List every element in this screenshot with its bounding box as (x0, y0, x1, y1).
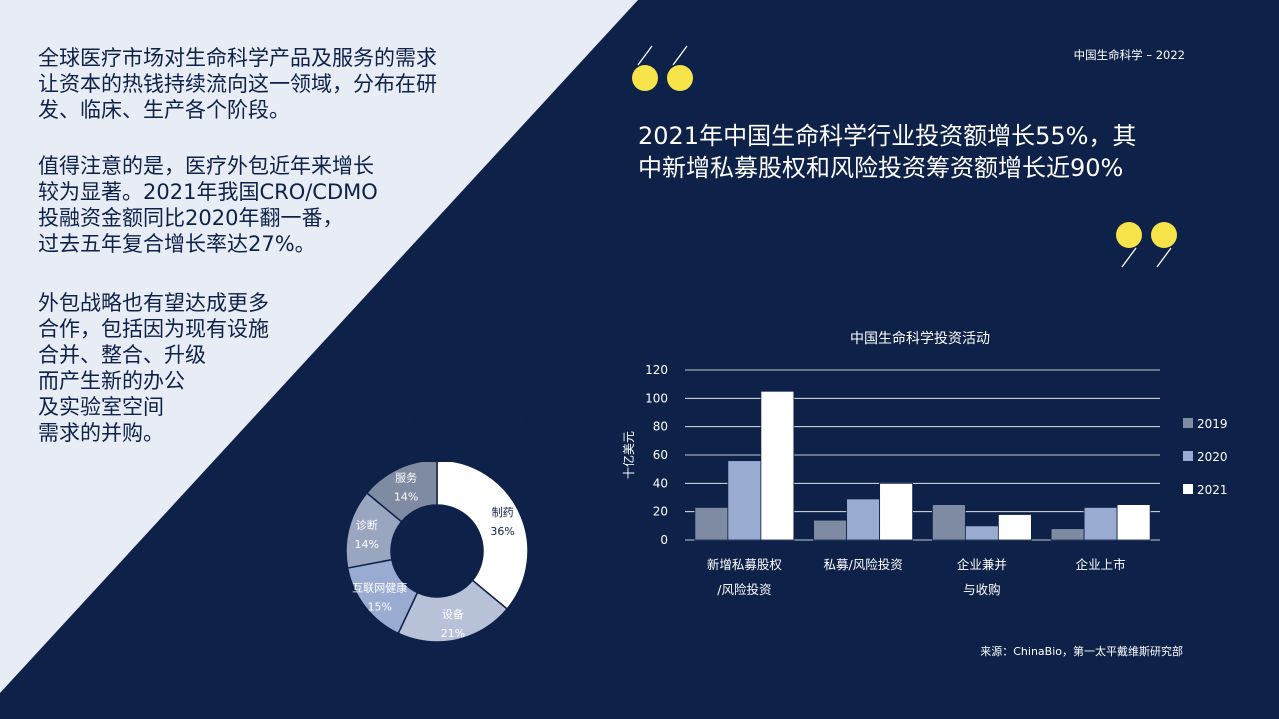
bar-2019-3 (1050, 528, 1085, 541)
paragraph-line: 过去五年复合增长率达27%。 (38, 232, 316, 256)
slice-value: 14% (394, 490, 418, 503)
report-source-tag: 中国生命科学 – 2022 (1073, 48, 1185, 62)
slice-label: 互联网健康 (352, 580, 407, 594)
y-tick-label: 20 (653, 505, 668, 519)
paragraph-line: 让资本的热钱持续流向这一领域，分布在研 (38, 72, 437, 96)
slice-label: 诊断 (356, 518, 378, 532)
bar-2019-0 (694, 507, 729, 541)
quote-line: 中新增私募股权和风险投资筹资额增长近90% (638, 154, 1124, 182)
bar-2019-2 (931, 504, 966, 541)
paragraph-line: 发、临床、生产各个阶段。 (38, 98, 290, 122)
category-label: 与收购 (963, 582, 1001, 597)
category-label: 私募/风险投资 (824, 557, 903, 572)
bar-2021-0 (760, 390, 795, 541)
paragraph-line: 投融资金额同比2020年翻一番， (38, 206, 344, 230)
slice-value: 15% (367, 600, 391, 613)
y-axis-label: 十亿美元 (621, 431, 636, 479)
y-tick-label: 60 (653, 448, 668, 462)
strategy-paragraph: 外包战略也有望达成更多 合作，包括因为现有设施 合并、整合、升级 而产生新的办公 及实验… (38, 290, 269, 446)
sector-donut-chart: 制药 36% 设备 21% 互联网健康 15% 诊断 14% 服务 14% (345, 462, 529, 643)
category-label: 新增私募股权 (707, 557, 783, 572)
paragraph-line: 而产生新的办公 (38, 369, 185, 393)
y-tick-label: 120 (645, 363, 668, 377)
open-quote-icon (632, 45, 693, 91)
slice-value: 21% (441, 627, 465, 640)
legend-swatch-2021 (1183, 484, 1193, 494)
category-label: /风险投资 (717, 582, 771, 597)
slice-label: 制药 (492, 506, 514, 519)
quote-line: 2021年中国生命科学行业投资额增长55%，其 (638, 122, 1137, 150)
light-diagonal-panel (0, 0, 638, 693)
donut-slice-0 (436, 462, 529, 611)
slice-label: 设备 (442, 607, 464, 621)
donut-chart-title: 风投细分行业分布，按交易数量 (339, 416, 536, 432)
legend-label: 2020 (1197, 450, 1228, 464)
highlight-quote: 2021年中国生命科学行业投资额增长55%，其 中新增私募股权和风险投资筹资额增… (638, 120, 1136, 184)
legend-label: 2019 (1197, 417, 1228, 431)
donut-slice-4 (365, 462, 438, 523)
paragraph-line: 合并、整合、升级 (38, 343, 206, 367)
intro-paragraph: 全球医疗市场对生命科学产品及服务的需求 让资本的热钱持续流向这一领域，分布在研 发、… (38, 45, 437, 123)
bar-2021-3 (1116, 504, 1151, 541)
bar-2020-0 (727, 460, 762, 541)
bar-2021-1 (879, 482, 914, 541)
footer-source: 来源：ChinaBio，第一太平戴维斯研究部 (980, 645, 1183, 658)
legend-swatch-2019 (1183, 418, 1193, 428)
bar-chart-title: 中国生命科学投资活动 (850, 331, 990, 347)
slice-value: 14% (355, 538, 379, 551)
paragraph-line: 及实验室空间 (38, 395, 164, 419)
y-tick-label: 100 (645, 391, 668, 405)
bar-2020-3 (1083, 507, 1118, 541)
legend-swatch-2020 (1183, 451, 1193, 461)
y-tick-label: 40 (653, 476, 668, 490)
paragraph-line: 值得注意的是，医疗外包近年来增长 (38, 154, 374, 178)
paragraph-line: 全球医疗市场对生命科学产品及服务的需求 (38, 46, 437, 70)
legend-label: 2021 (1197, 483, 1228, 497)
outsourcing-paragraph: 值得注意的是，医疗外包近年来增长 较为显著。2021年我国CRO/CDMO 投融资金… (38, 153, 378, 257)
paragraph-line: 需求的并购。 (38, 421, 164, 445)
bar-2020-1 (846, 498, 881, 541)
bar-2020-2 (964, 525, 999, 541)
y-tick-label: 0 (660, 533, 668, 547)
category-label: 企业兼并 (957, 557, 1007, 572)
slice-value: 36% (490, 525, 514, 538)
paragraph-line: 合作，包括因为现有设施 (38, 317, 269, 341)
y-tick-label: 80 (653, 420, 668, 434)
bar-2021-2 (997, 514, 1032, 541)
paragraph-line: 较为显著。2021年我国CRO/CDMO (38, 180, 378, 204)
bar-2019-1 (813, 519, 848, 541)
close-quote-icon (1116, 222, 1177, 268)
category-label: 企业上市 (1076, 557, 1126, 572)
paragraph-line: 外包战略也有望达成更多 (38, 291, 269, 315)
slice-label: 服务 (395, 471, 417, 484)
donut-slice-1 (397, 579, 509, 643)
